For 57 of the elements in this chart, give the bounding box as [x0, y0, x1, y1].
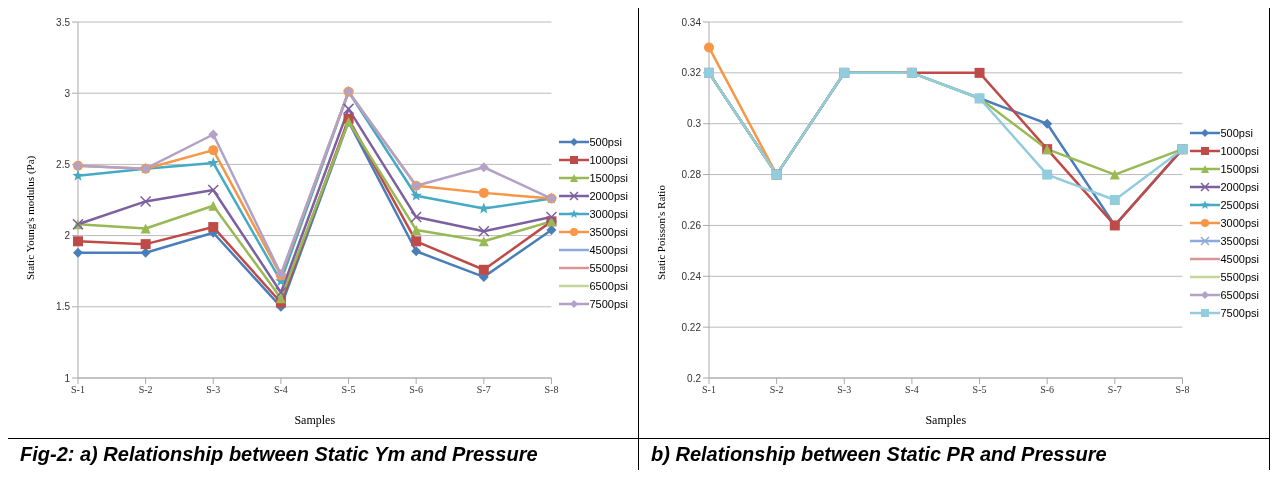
text: Fig-2: a) Relationship between Static Ym and Pressure	[20, 443, 539, 466]
y-axis-title: Static Young's modulus (Pa)	[23, 155, 37, 280]
legend-label: 4500psi	[589, 244, 628, 256]
legend-label: 4500psi	[1220, 253, 1259, 265]
legend-label: 500psi	[589, 136, 622, 148]
y-tick-label: 0.32	[681, 67, 702, 79]
y-tick-label: 3.5	[56, 16, 71, 28]
legend-label: 3000psi	[589, 208, 628, 220]
x-tick-label: S-5	[972, 384, 987, 396]
x-tick-label: S-4	[904, 384, 919, 396]
x-axis-title: Samples	[294, 413, 336, 427]
legend-label: 7500psi	[589, 298, 628, 310]
x-tick-label: S-1	[702, 384, 716, 396]
y-tick-label: 2.5	[56, 158, 71, 170]
legend-label: 500psi	[1220, 127, 1253, 139]
x-tick-label: S-8	[1175, 384, 1190, 396]
y-axis-title: Static Poisson's Ratio	[654, 184, 667, 280]
legend-label: 2000psi	[1220, 181, 1259, 193]
legend-label: 2500psi	[1220, 199, 1259, 211]
legend-label: 1000psi	[1220, 145, 1259, 157]
legend-label: 1500psi	[589, 172, 628, 184]
legend-label: 6500psi	[1220, 289, 1259, 301]
y-tick-label: 3	[64, 87, 71, 99]
x-tick-label: S-1	[71, 384, 85, 396]
y-tick-label: 1.5	[56, 301, 71, 313]
y-tick-label: 0.24	[681, 270, 702, 282]
x-axis-title: Samples	[925, 413, 967, 427]
legend-label: 6500psi	[589, 280, 628, 292]
x-tick-label: S-3	[206, 384, 221, 396]
x-tick-label: S-2	[769, 384, 784, 396]
y-tick-label: 2	[64, 230, 71, 242]
legend-label: 5500psi	[589, 262, 628, 274]
y-tick-label: 0.26	[681, 219, 702, 231]
legend-label: 1500psi	[1220, 163, 1259, 175]
legend-label: 3000psi	[1220, 217, 1259, 229]
y-tick-label: 0.22	[681, 321, 702, 333]
x-tick-label: S-6	[409, 384, 424, 396]
x-tick-label: S-7	[476, 384, 491, 396]
x-tick-label: S-3	[837, 384, 852, 396]
x-tick-label: S-2	[138, 384, 153, 396]
x-tick-label: S-6	[1040, 384, 1055, 396]
legend-label: 3500psi	[589, 226, 628, 238]
y-tick-label: 0.28	[681, 169, 702, 181]
legend-label: 2000psi	[589, 190, 628, 202]
x-tick-label: S-5	[341, 384, 356, 396]
y-tick-label: 0.3	[687, 118, 702, 130]
legend-label: 3500psi	[1220, 235, 1259, 247]
y-tick-label: 1	[64, 372, 71, 384]
y-tick-label: 0.2	[687, 372, 702, 384]
legend-label: 7500psi	[1220, 307, 1259, 319]
x-tick-label: S-8	[544, 384, 559, 396]
text: b) Relationship between Static PR and Pressure	[651, 443, 1108, 466]
x-tick-label: S-7	[1107, 384, 1122, 396]
x-tick-label: S-4	[273, 384, 288, 396]
y-tick-label: 0.34	[681, 16, 702, 28]
legend-label: 1000psi	[589, 154, 628, 166]
legend-label: 5500psi	[1220, 271, 1259, 283]
